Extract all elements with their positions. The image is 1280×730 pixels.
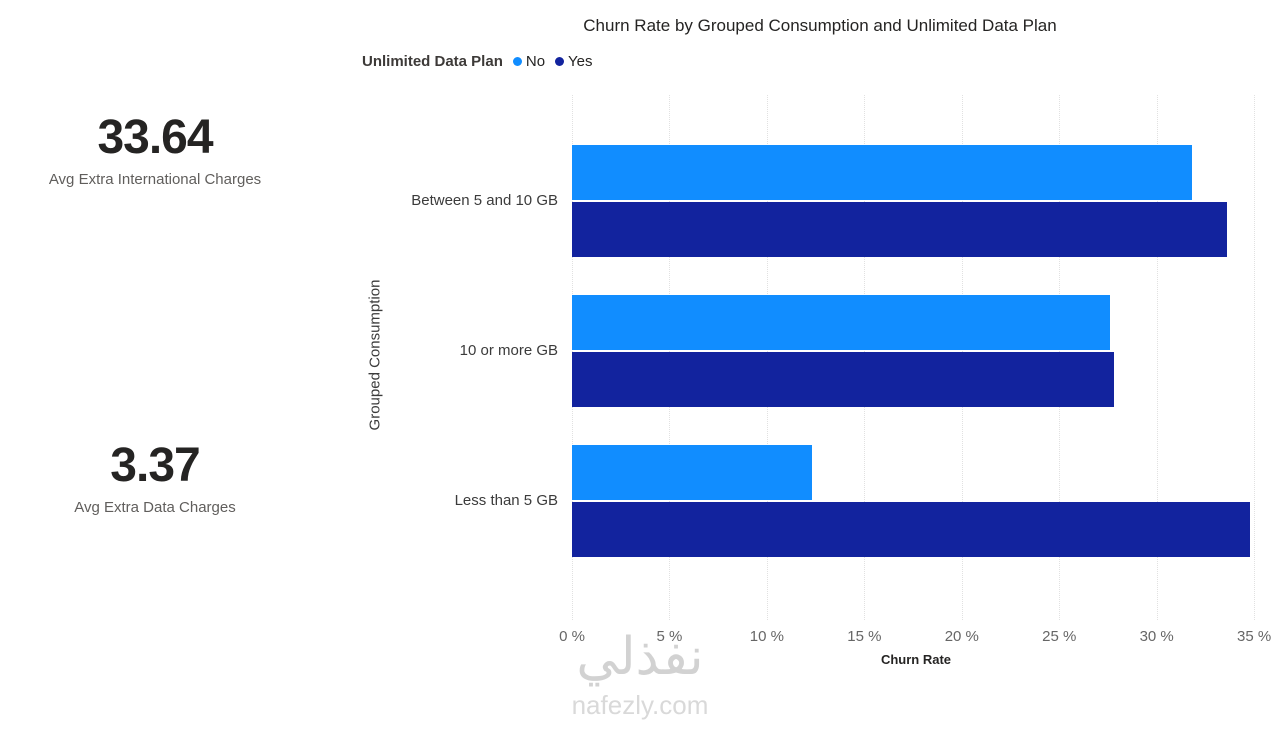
kpi-value: 3.37: [110, 439, 200, 492]
legend: Unlimited Data Plan No Yes: [362, 50, 593, 72]
category-label: 10 or more GB: [459, 342, 558, 359]
bar-yes-3[interactable]: [572, 502, 1251, 557]
legend-item-label: No: [525, 52, 546, 70]
x-tick-label: 15 %: [847, 628, 882, 645]
kpi-label: Avg Extra International Charges: [48, 170, 262, 188]
chart-title: Churn Rate by Grouped Consumption and Un…: [583, 16, 1057, 35]
category-label: Less than 5 GB: [454, 492, 558, 509]
bar-no-2[interactable]: [572, 295, 1110, 350]
plot-area: [572, 95, 1260, 620]
bar-no-1[interactable]: [572, 145, 1192, 200]
legend-item-no[interactable]: No: [512, 52, 546, 70]
y-axis-title: Grouped Consumption: [366, 279, 384, 431]
legend-dot-no-icon: [512, 56, 522, 66]
x-axis-ticks: 0 % 5 % 10 % 15 % 20 % 25 % 30 % 35 %: [559, 628, 1271, 650]
gridline: [1254, 95, 1256, 620]
bar-no-3[interactable]: [572, 445, 812, 500]
x-tick-label: 0 %: [559, 628, 585, 645]
bar-yes-1[interactable]: [572, 202, 1227, 257]
x-tick-label: 5 %: [656, 628, 683, 645]
watermark-subtext: nafezly.com: [571, 690, 709, 720]
x-tick-label: 20 %: [944, 628, 979, 645]
gridline: [1156, 95, 1158, 620]
x-tick-label: 10 %: [749, 628, 784, 645]
kpi-card-data-charges[interactable]: 3.37 Avg Extra Data Charges: [15, 439, 295, 516]
x-tick-label: 30 %: [1139, 628, 1174, 645]
kpi-value: 33.64: [97, 111, 213, 164]
bar-yes-2[interactable]: [572, 352, 1114, 407]
x-axis-title: Churn Rate: [880, 652, 952, 667]
legend-dot-yes-icon: [555, 56, 565, 66]
category-labels: Between 5 and 10 GB 10 or more GB Less tha…: [385, 95, 565, 620]
kpi-label: Avg Extra Data Charges: [74, 498, 236, 516]
x-tick-label: 35 %: [1237, 628, 1272, 645]
x-tick-label: 25 %: [1042, 628, 1077, 645]
kpi-card-intl-charges[interactable]: 33.64 Avg Extra International Charges: [15, 111, 295, 188]
legend-item-yes[interactable]: Yes: [555, 52, 593, 70]
legend-item-label: Yes: [568, 52, 593, 70]
legend-title: Unlimited Data Plan: [362, 52, 503, 70]
category-label: Between 5 and 10 GB: [411, 192, 558, 209]
